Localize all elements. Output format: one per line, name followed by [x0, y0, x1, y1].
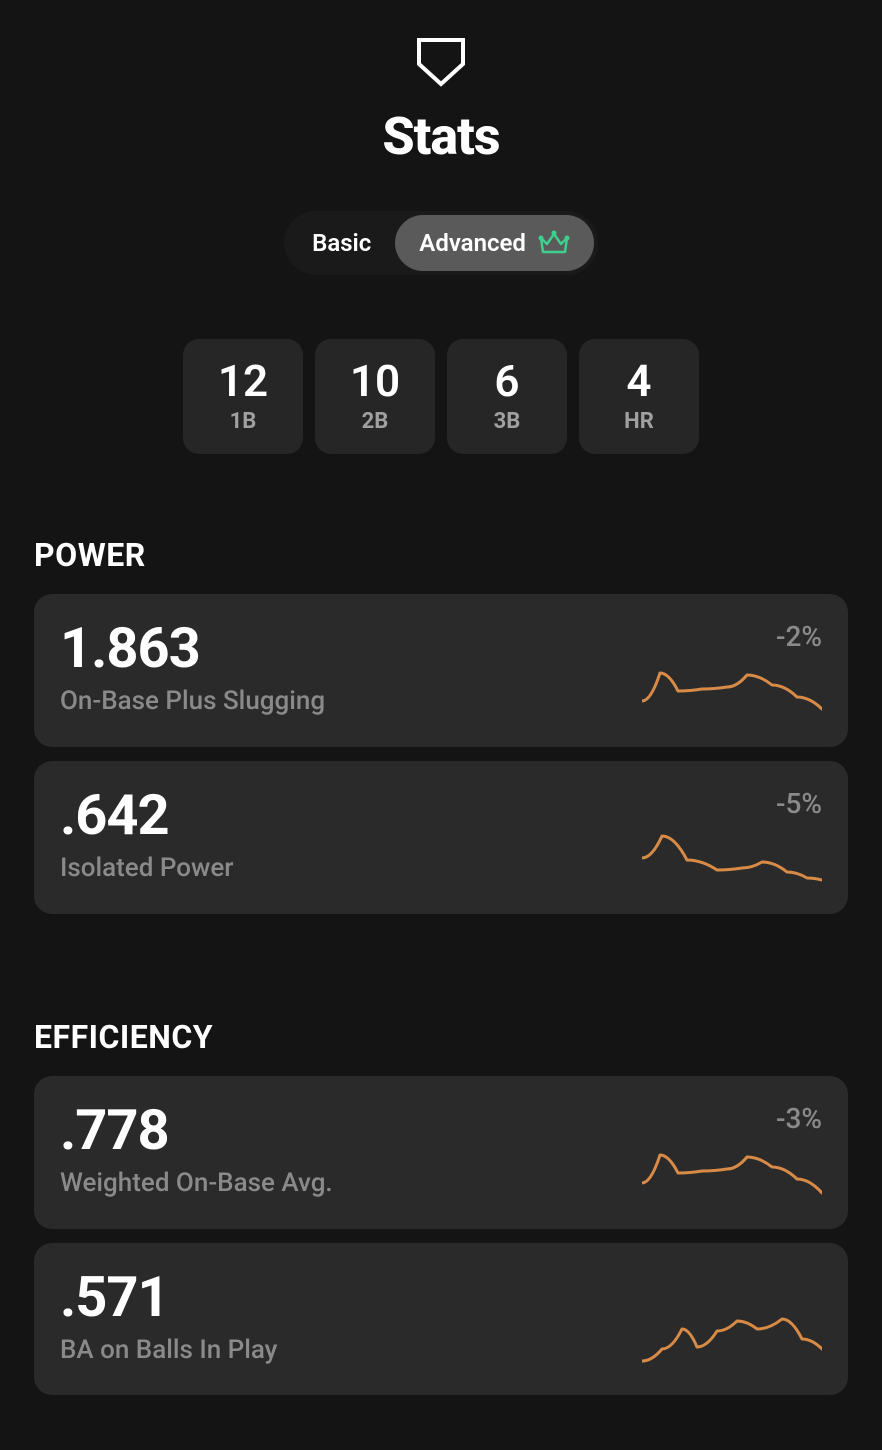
chip-hr[interactable]: 4 HR: [579, 339, 699, 454]
section-power: POWER 1.863 On-Base Plus Slugging -2% .6…: [0, 536, 882, 914]
home-plate-icon: [415, 36, 467, 88]
chip-label: 2B: [362, 409, 389, 434]
chip-value: 12: [218, 359, 268, 403]
stat-right: -3%: [642, 1102, 822, 1203]
chip-label: 1B: [230, 409, 257, 434]
stat-left: .642 Isolated Power: [60, 787, 233, 883]
section-title: EFFICIENCY: [34, 1018, 848, 1056]
chip-value: 10: [350, 359, 400, 403]
chip-value: 4: [626, 359, 651, 403]
chip-1b[interactable]: 12 1B: [183, 339, 303, 454]
tabs-inner: Basic Advanced: [284, 211, 598, 275]
section-title: POWER: [34, 536, 848, 574]
tabs-container: Basic Advanced: [0, 211, 882, 275]
tab-basic-label: Basic: [312, 229, 371, 257]
sparkline: [642, 661, 822, 721]
chip-label: 3B: [494, 409, 521, 434]
chip-3b[interactable]: 6 3B: [447, 339, 567, 454]
stat-value: 1.863: [60, 620, 325, 676]
stat-card-ops[interactable]: 1.863 On-Base Plus Slugging -2%: [34, 594, 848, 747]
stat-delta: -2%: [776, 620, 822, 653]
stat-right: -5%: [642, 787, 822, 888]
stat-label: Weighted On-Base Avg.: [60, 1168, 333, 1198]
page-title: Stats: [382, 106, 499, 167]
stat-value: .778: [60, 1102, 333, 1158]
chip-label: HR: [624, 409, 654, 434]
stat-delta: -5%: [776, 787, 822, 820]
tab-advanced-label: Advanced: [419, 229, 526, 257]
stat-card-babip[interactable]: .571 BA on Balls In Play: [34, 1243, 848, 1395]
tab-basic[interactable]: Basic: [288, 215, 395, 271]
header: Stats: [0, 0, 882, 167]
stat-left: 1.863 On-Base Plus Slugging: [60, 620, 325, 716]
stat-label: BA on Balls In Play: [60, 1335, 277, 1365]
crown-icon: [538, 229, 570, 257]
chip-value: 6: [494, 359, 519, 403]
stat-delta: -3%: [776, 1102, 822, 1135]
stat-right: -2%: [642, 620, 822, 721]
stat-right: [642, 1269, 822, 1369]
tab-advanced[interactable]: Advanced: [395, 215, 594, 271]
stat-left: .571 BA on Balls In Play: [60, 1269, 277, 1365]
sparkline: [642, 828, 822, 888]
stat-card-iso[interactable]: .642 Isolated Power -5%: [34, 761, 848, 914]
chip-2b[interactable]: 10 2B: [315, 339, 435, 454]
stat-value: .642: [60, 787, 233, 843]
sparkline: [642, 1309, 822, 1369]
stat-left: .778 Weighted On-Base Avg.: [60, 1102, 333, 1198]
stat-label: On-Base Plus Slugging: [60, 686, 325, 716]
section-efficiency: EFFICIENCY .778 Weighted On-Base Avg. -3…: [0, 1018, 882, 1395]
stat-label: Isolated Power: [60, 853, 233, 883]
chips-row: 12 1B 10 2B 6 3B 4 HR: [0, 339, 882, 454]
stat-card-woba[interactable]: .778 Weighted On-Base Avg. -3%: [34, 1076, 848, 1229]
stat-value: .571: [60, 1269, 277, 1325]
sparkline: [642, 1143, 822, 1203]
